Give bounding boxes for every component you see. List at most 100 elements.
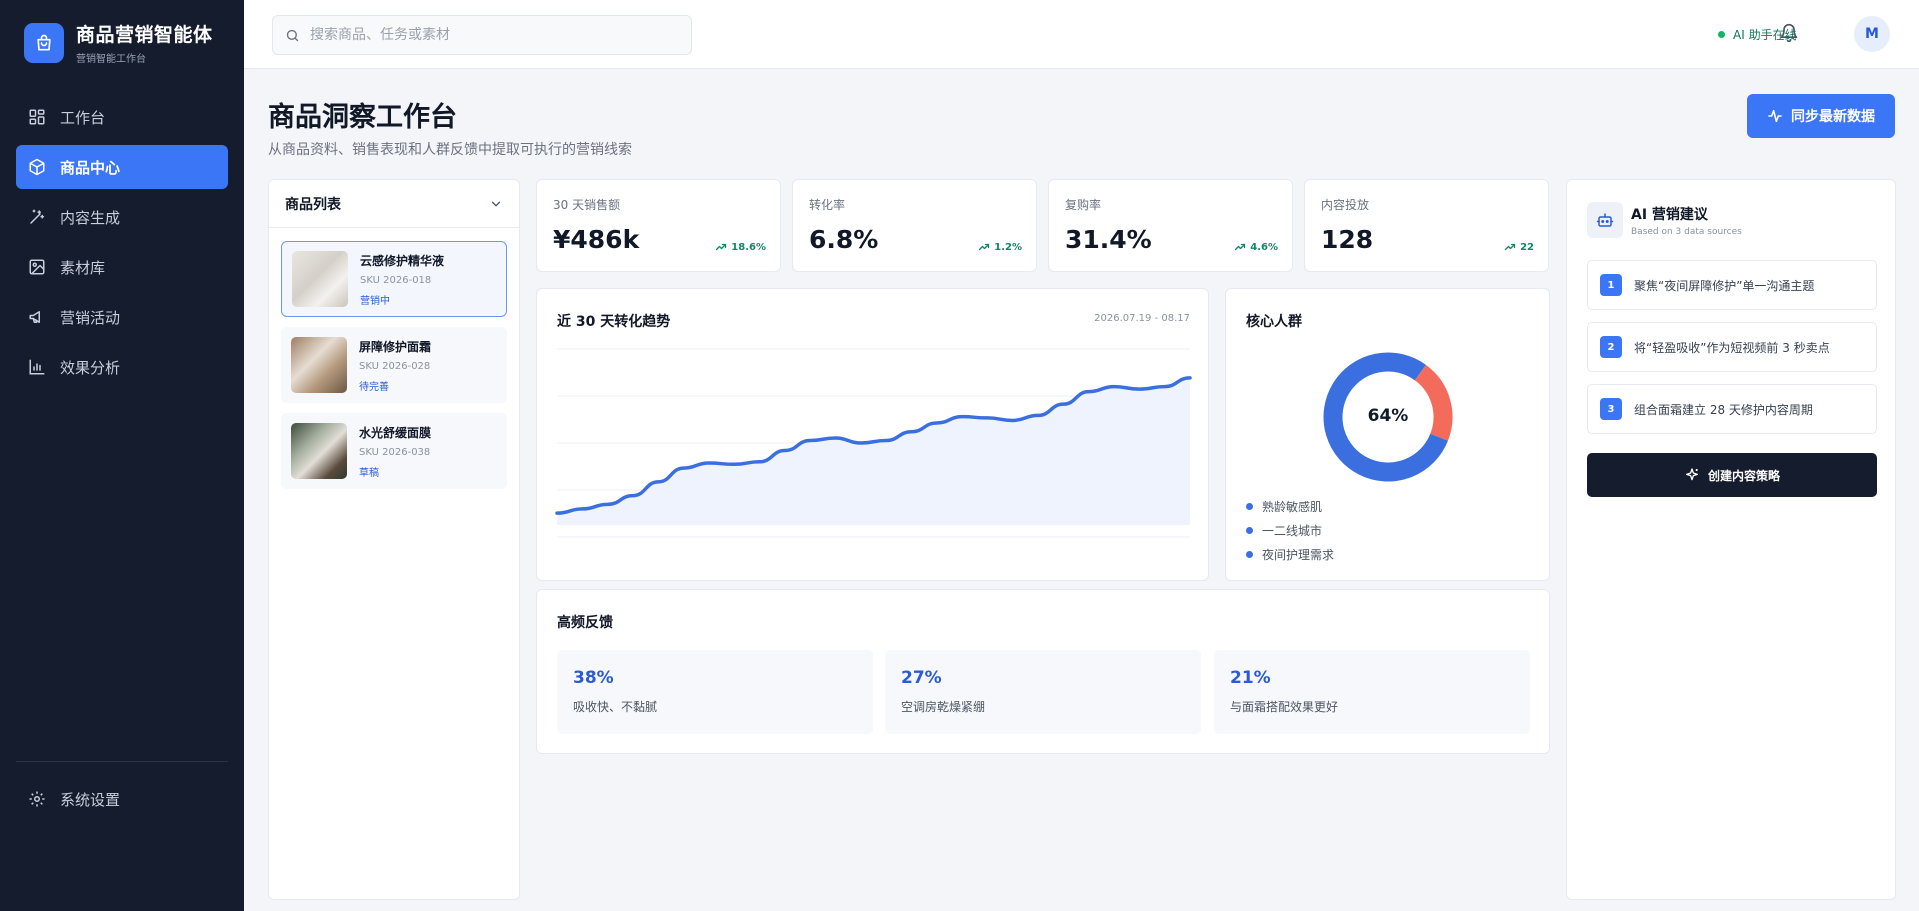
kpi-label: 30 天销售额 — [553, 198, 621, 212]
donut-slice-primary — [1323, 352, 1448, 482]
suggestion-item[interactable]: 1 聚焦“夜间屏障修护”单一沟通主题 — [1587, 260, 1877, 310]
trend-chart — [555, 348, 1192, 538]
product-name: 屏障修护面霜 — [359, 339, 432, 354]
sidebar-item-campaigns[interactable]: 营销活动 — [16, 295, 228, 339]
trending-up-icon — [979, 243, 990, 251]
sidebar-item-assets[interactable]: 素材库 — [16, 245, 228, 289]
activity-icon — [1768, 109, 1782, 123]
kpi-delta: 4.6% — [1234, 241, 1278, 253]
avatar[interactable]: M — [1854, 16, 1890, 52]
sidebar-item-label: 系统设置 — [60, 790, 121, 809]
box-icon — [29, 158, 45, 176]
product-status: 草稿 — [359, 467, 379, 479]
robot-icon — [1587, 202, 1623, 238]
trending-up-icon — [716, 243, 727, 251]
kpi-value: 6.8% — [809, 225, 879, 254]
feedback-text: 空调房乾燥紧绷 — [901, 700, 986, 714]
product-sku: SKU 2026-018 — [360, 274, 432, 286]
sidebar-nav: 工作台 商品中心 内容生成 素材库 营销活动 效果分析 — [16, 95, 228, 395]
bell-icon[interactable] — [1779, 22, 1799, 48]
product-status: 营销中 — [360, 295, 390, 307]
suggestion-number: 2 — [1600, 336, 1622, 358]
sidebar-item-content[interactable]: 内容生成 — [16, 195, 228, 239]
bar-chart-icon — [29, 359, 45, 375]
search-box[interactable] — [272, 15, 692, 55]
trend-date-range: 2026.07.19 - 08.17 — [1094, 313, 1190, 324]
trend-chart-title: 近 30 天转化趋势 — [557, 314, 671, 330]
suggestion-number: 3 — [1600, 398, 1622, 420]
search-input[interactable] — [310, 27, 670, 43]
sync-button-label: 同步最新数据 — [1791, 109, 1875, 125]
product-sku: SKU 2026-038 — [359, 446, 431, 458]
brand: 商品营销智能体 营销智能工作台 — [24, 20, 213, 65]
product-item[interactable]: 云感修护精华液 SKU 2026-018 营销中 — [281, 241, 507, 317]
sidebar-item-settings[interactable]: 系统设置 — [16, 777, 228, 821]
legend-item: 熟龄敏感肌 — [1246, 494, 1334, 518]
product-thumbnail — [292, 251, 348, 307]
kpi-card-sales: 30 天销售额 ¥486k 18.6% — [536, 179, 781, 272]
sidebar-item-label: 商品中心 — [60, 158, 121, 177]
kpi-value: 31.4% — [1065, 225, 1152, 254]
feedback-title: 高频反馈 — [557, 615, 613, 631]
suggestion-text: 将“轻盈吸收”作为短视频前 3 秒卖点 — [1634, 340, 1830, 355]
sidebar-item-analytics[interactable]: 效果分析 — [16, 345, 228, 389]
suggestion-item[interactable]: 3 组合面霜建立 28 天修护内容周期 — [1587, 384, 1877, 434]
gear-icon — [29, 791, 45, 807]
ai-panel-title: AI 营销建议 — [1631, 207, 1708, 223]
ai-suggestions-panel: AI 营销建议 Based on 3 data sources 1 聚焦“夜间屏… — [1566, 179, 1896, 900]
kpi-label: 转化率 — [809, 198, 846, 212]
image-icon — [29, 259, 45, 275]
sidebar: 商品营销智能体 营销智能工作台 工作台 商品中心 内容生成 素材库 营销活动 效… — [0, 0, 244, 911]
product-list-header[interactable]: 商品列表 — [269, 180, 519, 228]
kpi-card-content: 内容投放 128 22 — [1304, 179, 1549, 272]
grid-icon — [29, 109, 45, 125]
online-dot-icon — [1718, 31, 1725, 38]
product-thumbnail — [291, 423, 347, 479]
donut-center-label: 64% — [1368, 406, 1409, 426]
feedback-text: 与面霜搭配效果更好 — [1230, 700, 1339, 714]
product-sku: SKU 2026-028 — [359, 360, 431, 372]
kpi-value: 128 — [1321, 225, 1374, 254]
audience-legend: 熟龄敏感肌 一二线城市 夜间护理需求 — [1246, 494, 1334, 566]
product-name: 水光舒缓面膜 — [359, 425, 432, 440]
feedback-item: 38% 吸收快、不黏腻 — [557, 650, 873, 734]
trend-area — [557, 377, 1190, 525]
create-strategy-button[interactable]: 创建内容策略 — [1587, 453, 1877, 497]
suggestion-number: 1 — [1600, 274, 1622, 296]
sidebar-item-label: 内容生成 — [60, 208, 121, 227]
feedback-item: 27% 空调房乾燥紧绷 — [885, 650, 1201, 734]
kpi-label: 复购率 — [1065, 198, 1102, 212]
feedback-percent: 21% — [1230, 668, 1271, 688]
shopping-bag-icon — [24, 22, 64, 63]
donut-slice-secondary — [1414, 364, 1453, 441]
suggestion-text: 聚焦“夜间屏障修护”单一沟通主题 — [1634, 278, 1815, 293]
suggestion-text: 组合面霜建立 28 天修护内容周期 — [1634, 402, 1813, 417]
suggestion-item[interactable]: 2 将“轻盈吸收”作为短视频前 3 秒卖点 — [1587, 322, 1877, 372]
kpi-delta: 22 — [1504, 241, 1534, 253]
create-button-label: 创建内容策略 — [1707, 468, 1780, 483]
audience-card: 核心人群 64% 熟龄敏感肌 一二线城市 夜间护理需求 — [1225, 288, 1550, 581]
kpi-value: ¥486k — [553, 225, 640, 254]
trending-up-icon — [1235, 243, 1246, 251]
page-subtitle: 从商品资料、销售表现和人群反馈中提取可执行的营销线索 — [268, 142, 632, 158]
feedback-percent: 27% — [901, 668, 942, 688]
product-status: 待完善 — [359, 381, 389, 393]
kpi-card-repurchase: 复购率 31.4% 4.6% — [1048, 179, 1293, 272]
sync-data-button[interactable]: 同步最新数据 — [1747, 94, 1895, 138]
trend-line — [555, 376, 1192, 515]
chevron-down-icon — [491, 201, 501, 207]
feedback-item: 21% 与面霜搭配效果更好 — [1214, 650, 1530, 734]
sidebar-item-label: 素材库 — [60, 258, 106, 277]
product-item[interactable]: 屏障修护面霜 SKU 2026-028 待完善 — [281, 327, 507, 403]
ai-status: AI 助手在线 — [1718, 26, 1797, 43]
sidebar-item-workbench[interactable]: 工作台 — [16, 95, 228, 139]
audience-title: 核心人群 — [1246, 314, 1302, 330]
top-header: AI 助手在线 M — [244, 0, 1919, 69]
page-title: 商品洞察工作台 — [268, 102, 457, 133]
sidebar-item-products[interactable]: 商品中心 — [16, 145, 228, 189]
product-item[interactable]: 水光舒缓面膜 SKU 2026-038 草稿 — [281, 413, 507, 489]
feedback-card: 高频反馈 38% 吸收快、不黏腻 27% 空调房乾燥紧绷 21% 与面霜搭配效果… — [536, 589, 1550, 754]
trending-up-icon — [1504, 243, 1516, 251]
ai-status-label: AI 助手在线 — [1733, 28, 1797, 42]
sparkle-icon — [1685, 468, 1698, 481]
